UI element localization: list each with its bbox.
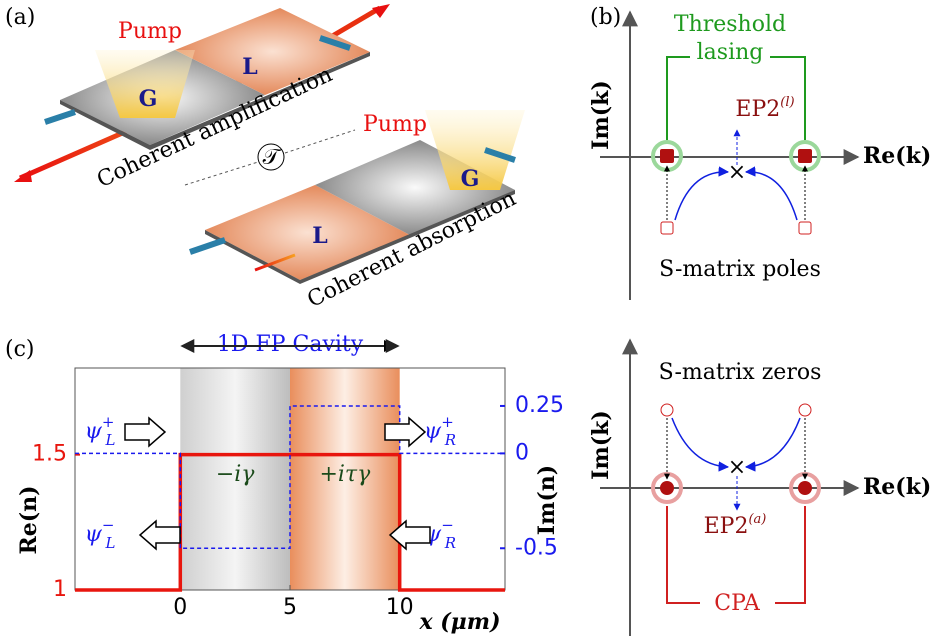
wave-base: ψ <box>424 419 442 444</box>
arrowhead <box>180 339 194 353</box>
wave-arrow <box>140 521 180 549</box>
zero <box>798 481 812 495</box>
caption: S-matrix poles <box>659 257 821 282</box>
figure: (a) Pump G L Coherent amplification 𝒯 Pu… <box>0 0 940 641</box>
wave-sub: R <box>444 431 456 449</box>
arrow <box>746 172 797 220</box>
y-axis-label: Im(k) <box>588 80 614 150</box>
x-tick-label: 5 <box>283 595 297 620</box>
divider <box>285 130 355 153</box>
ep-label: EP2(l) <box>735 95 794 123</box>
wave-arrow <box>125 418 165 446</box>
wave-label: ψ+L <box>85 413 116 449</box>
y-axis-label: Re(n) <box>16 485 42 554</box>
y-axis-label: Im(k) <box>588 410 614 480</box>
y2-tick-label: 0.25 <box>515 393 564 418</box>
cpa: CPA <box>714 591 761 616</box>
pump: Pump <box>363 112 427 137</box>
ep-label: EP2(a) <box>704 512 767 540</box>
pole <box>799 222 811 234</box>
wave-sup: + <box>441 413 454 431</box>
y-tick-label: 1.5 <box>32 442 67 467</box>
wave-sub: L <box>104 431 115 449</box>
y2-tick-label: 0 <box>515 440 529 465</box>
loss-label: +iτγ <box>319 462 371 487</box>
arrowhead <box>14 170 32 182</box>
ep-sup: (a) <box>748 512 766 527</box>
y2-axis-label: Im(n) <box>534 465 560 535</box>
panel-b: (b) Im(k) Re(k) Threshold lasing × EP2(l… <box>588 5 931 300</box>
arrow <box>672 418 728 467</box>
pump: Pump <box>118 19 182 44</box>
loss: L <box>242 54 257 80</box>
wave-sup: + <box>102 413 115 431</box>
wave-base: ψ <box>85 419 103 444</box>
panel-label: (b) <box>590 5 621 30</box>
panel-label: (c) <box>5 337 35 362</box>
input-arrow <box>190 240 225 252</box>
ep: EP2 <box>735 97 780 122</box>
panel-d: Im(k) Re(k) S-matrix zeros × EP2(a) CPA <box>588 340 931 636</box>
arrowhead <box>386 339 400 353</box>
caption: S-matrix zeros <box>659 360 822 385</box>
gain-label: −iγ <box>216 462 255 487</box>
wave-sub: R <box>444 534 456 552</box>
gain: G <box>461 166 480 192</box>
loss: L <box>312 223 327 249</box>
chart-title: 1D FP Cavity <box>217 332 364 357</box>
pole <box>798 149 812 163</box>
input-arrow <box>45 112 75 122</box>
y-tick-label: 1 <box>53 577 67 602</box>
x-tick-label: 10 <box>386 595 414 620</box>
zero <box>661 404 673 416</box>
pole <box>661 222 673 234</box>
wave-label: ψ+R <box>424 413 456 449</box>
zero <box>660 481 674 495</box>
arrow <box>746 418 800 467</box>
wave-sub: L <box>104 534 115 552</box>
title: Threshold <box>674 12 786 37</box>
x-tick-label: 0 <box>173 595 187 620</box>
gain: G <box>139 86 158 112</box>
panel-label: (a) <box>5 5 35 30</box>
x-axis-label: Re(k) <box>863 143 931 169</box>
title: lasing <box>697 40 764 65</box>
arrow <box>675 172 728 220</box>
panel-a: (a) Pump G L Coherent amplification 𝒯 Pu… <box>5 4 525 313</box>
ep-sup: (l) <box>780 95 794 110</box>
wave-sup: − <box>441 516 454 534</box>
y2-tick-label: -0.5 <box>515 535 558 560</box>
wave-base: ψ <box>85 522 103 547</box>
ep: EP2 <box>704 514 749 539</box>
pole <box>660 149 674 163</box>
arrowhead <box>372 4 390 18</box>
zero <box>799 404 811 416</box>
x-axis-label: x (μm) <box>419 609 501 635</box>
x-axis-label: Re(k) <box>863 474 931 500</box>
wave-label: ψ−L <box>85 516 116 552</box>
wave-sup: − <box>102 516 115 534</box>
divider <box>185 162 258 185</box>
